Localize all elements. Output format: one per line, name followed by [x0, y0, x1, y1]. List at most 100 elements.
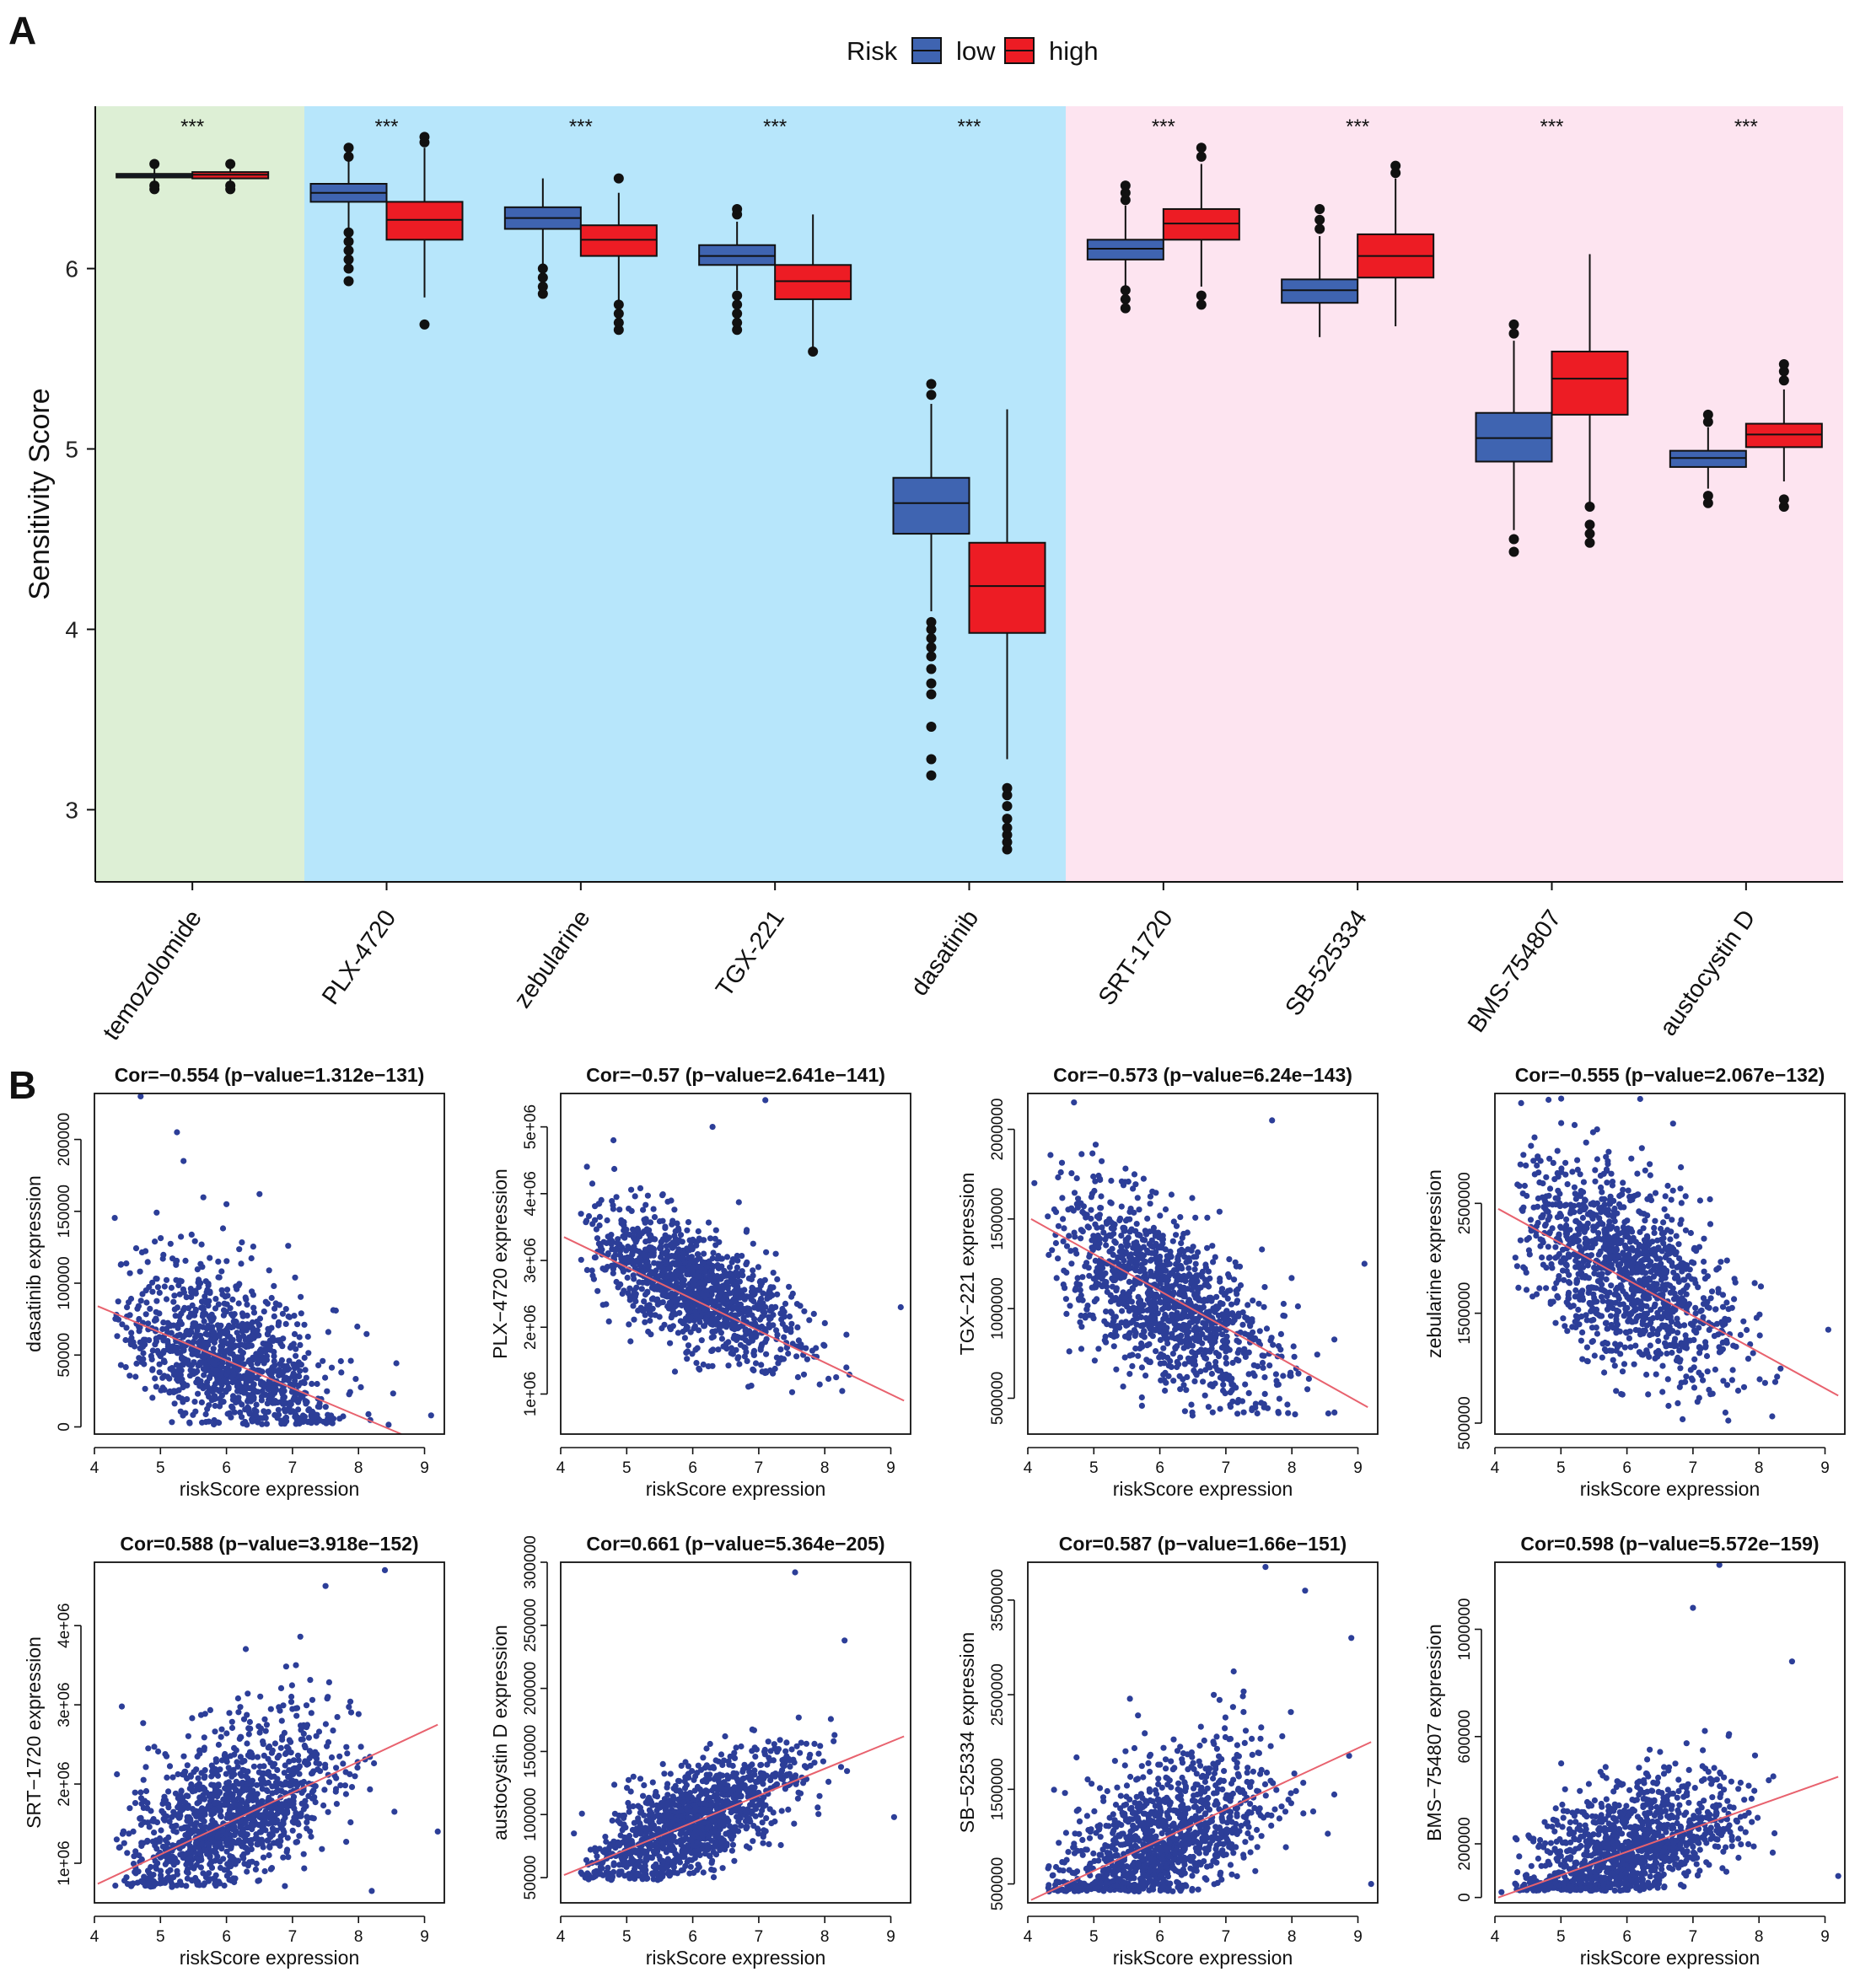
- data-point: [236, 1373, 243, 1379]
- data-point: [1154, 1255, 1161, 1262]
- data-point: [1609, 1182, 1615, 1189]
- data-point: [1088, 1194, 1094, 1201]
- data-point: [244, 1301, 250, 1308]
- data-point: [1674, 1315, 1680, 1322]
- data-point: [642, 1201, 649, 1208]
- data-point: [786, 1283, 793, 1290]
- data-point: [659, 1191, 666, 1198]
- data-point: [238, 1341, 245, 1348]
- data-point: [311, 1414, 318, 1421]
- data-point: [725, 1362, 732, 1369]
- data-point: [1604, 1168, 1610, 1174]
- data-point: [1639, 1321, 1646, 1328]
- data-point: [159, 1325, 166, 1333]
- data-point: [1142, 1373, 1149, 1379]
- data-point: [623, 1226, 630, 1233]
- data-point: [596, 1213, 604, 1220]
- data-point: [1540, 1180, 1546, 1187]
- data-point: [664, 1272, 671, 1279]
- outlier-point: [1314, 203, 1325, 214]
- data-point: [233, 1318, 239, 1325]
- data-point: [1223, 1308, 1230, 1314]
- data-point: [1234, 1410, 1241, 1417]
- significance-bms-754807: ***: [1540, 116, 1563, 138]
- data-point: [1643, 1310, 1650, 1317]
- data-point: [635, 1227, 642, 1233]
- data-point: [223, 1258, 230, 1265]
- data-point: [219, 1343, 226, 1350]
- data-point: [626, 1285, 633, 1292]
- data-point: [1700, 1295, 1707, 1302]
- data-point: [1124, 1303, 1131, 1310]
- data-point: [1126, 1264, 1134, 1271]
- data-point: [609, 1198, 616, 1205]
- box-iqr: [385, 201, 464, 241]
- data-point: [1175, 1361, 1182, 1367]
- data-point: [657, 1260, 664, 1267]
- outlier-point: [343, 151, 354, 162]
- data-point: [1230, 1313, 1237, 1319]
- data-point: [1676, 1358, 1683, 1365]
- data-point: [762, 1339, 769, 1346]
- data-point: [610, 1270, 616, 1276]
- data-point: [218, 1371, 224, 1378]
- data-point: [1261, 1404, 1267, 1410]
- data-point: [730, 1298, 737, 1304]
- data-point: [651, 1214, 659, 1221]
- data-point: [220, 1307, 228, 1314]
- outlier-point: [1778, 501, 1789, 512]
- data-point: [1725, 1417, 1732, 1424]
- data-point: [1579, 1214, 1586, 1222]
- outlier-point: [343, 254, 354, 265]
- data-point: [614, 1239, 621, 1246]
- data-point: [1523, 1162, 1529, 1169]
- data-point: [1617, 1204, 1624, 1211]
- data-point: [1146, 1299, 1153, 1306]
- data-point: [728, 1345, 735, 1351]
- data-point: [670, 1309, 677, 1316]
- data-point: [1126, 1371, 1133, 1378]
- data-point: [1664, 1350, 1670, 1357]
- data-point: [1078, 1235, 1084, 1242]
- data-point: [624, 1274, 631, 1281]
- data-point: [745, 1384, 752, 1390]
- data-point: [698, 1337, 705, 1344]
- outlier-point: [1002, 790, 1013, 801]
- data-point: [236, 1246, 243, 1253]
- data-point: [678, 1273, 685, 1281]
- data-point: [632, 1238, 639, 1245]
- data-point: [1579, 1274, 1586, 1281]
- data-point: [1222, 1390, 1228, 1397]
- data-point: [1582, 1244, 1589, 1251]
- data-point: [1572, 1319, 1578, 1325]
- data-point: [297, 1367, 304, 1374]
- data-point: [648, 1312, 654, 1319]
- data-point: [204, 1331, 211, 1338]
- outlier-point: [149, 159, 160, 169]
- data-point: [1259, 1246, 1266, 1253]
- data-point: [766, 1290, 773, 1297]
- data-point: [636, 1233, 643, 1240]
- data-point: [1255, 1338, 1262, 1345]
- data-point: [773, 1327, 780, 1334]
- box-iqr: [1086, 239, 1164, 261]
- data-point: [1119, 1247, 1126, 1254]
- scatter-panels: Cor=−0.554 (p−value=1.312e−131)4 5 6 7 8 9ris…: [23, 1064, 1846, 1969]
- data-point: [1157, 1336, 1164, 1343]
- data-point: [774, 1276, 781, 1282]
- data-point: [1083, 1214, 1089, 1221]
- outlier-point: [1120, 303, 1131, 314]
- data-point: [1673, 1342, 1680, 1349]
- data-point: [218, 1385, 225, 1393]
- data-point: [687, 1244, 694, 1251]
- data-point: [256, 1190, 263, 1197]
- data-point: [237, 1347, 244, 1354]
- outlier-point: [613, 325, 624, 336]
- data-point: [1136, 1206, 1142, 1213]
- data-point: [1180, 1382, 1187, 1389]
- data-point: [734, 1283, 741, 1290]
- data-point: [211, 1421, 218, 1428]
- data-point: [255, 1322, 262, 1329]
- data-point: [1661, 1265, 1668, 1272]
- data-point: [1275, 1343, 1282, 1350]
